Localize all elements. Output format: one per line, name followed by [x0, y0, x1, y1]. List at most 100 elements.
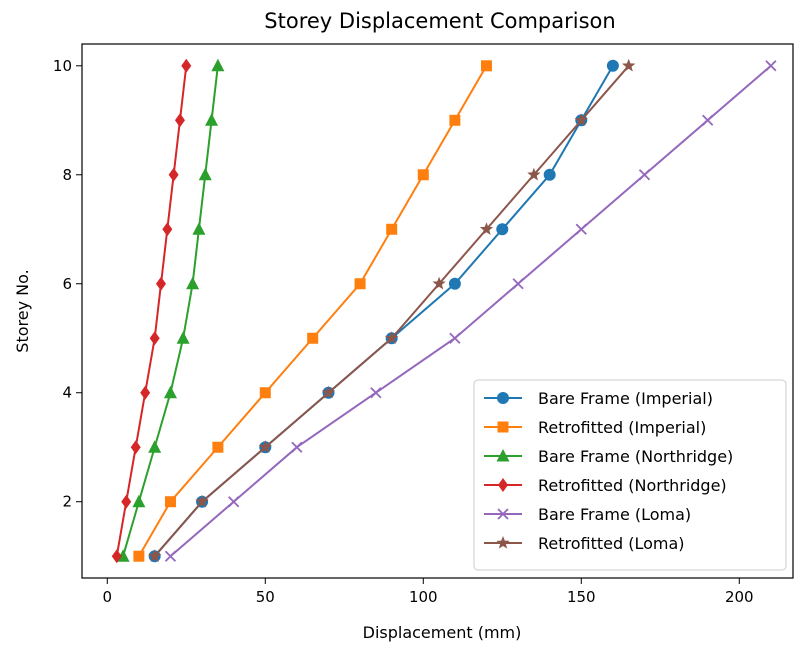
data-point [162, 222, 173, 237]
legend-item: Retrofitted (Northridge) [484, 476, 727, 495]
x-tick-label: 150 [567, 588, 596, 606]
legend-item: Retrofitted (Loma) [484, 534, 685, 553]
data-point [321, 385, 336, 399]
data-point [258, 440, 272, 453]
legend-label: Retrofitted (Loma) [538, 534, 685, 553]
data-point [198, 167, 212, 181]
data-point [638, 169, 651, 181]
series-retrofitted-northridge [111, 58, 192, 564]
data-point [174, 113, 185, 128]
data-point [212, 441, 224, 453]
y-tick-label: 6 [62, 275, 72, 293]
series-retrofitted-imperial [133, 60, 492, 562]
data-point [148, 549, 162, 562]
y-tick-label: 8 [62, 166, 72, 184]
data-point [140, 385, 151, 400]
legend: Bare Frame (Imperial) Retrofitted (Imperi… [473, 379, 787, 571]
data-point [168, 167, 179, 182]
y-axis: 2 4 6 8 10 [53, 57, 82, 511]
data-point [164, 496, 176, 508]
data-point [354, 278, 366, 290]
legend-marker [497, 392, 509, 404]
series-line [153, 65, 630, 557]
data-point [449, 332, 461, 344]
legend-marker [496, 536, 510, 549]
legend-marker [497, 508, 509, 520]
data-point [480, 60, 492, 72]
data-point [181, 58, 192, 73]
series-bare-frame-northridge [116, 58, 225, 562]
data-point [164, 550, 177, 562]
y-tick-label: 10 [53, 57, 72, 75]
legend-label: Bare Frame (Imperial) [538, 389, 713, 408]
legend-marker [497, 421, 509, 433]
legend-box [473, 379, 787, 571]
data-point [702, 114, 714, 126]
data-point [156, 276, 166, 291]
data-point [307, 332, 319, 344]
data-point [543, 168, 556, 181]
legend-label: Bare Frame (Northridge) [538, 447, 733, 466]
series-line [122, 65, 219, 557]
data-point [432, 276, 446, 290]
plot-frame [81, 43, 794, 579]
data-point [205, 113, 219, 126]
data-point [574, 113, 588, 126]
data-point [448, 277, 461, 290]
data-point [133, 550, 145, 562]
x-tick-label: 50 [256, 588, 275, 606]
series-line [169, 65, 772, 557]
data-point [765, 60, 777, 72]
legend-item: Bare Frame (Imperial) [484, 389, 713, 408]
data-point [163, 385, 177, 399]
data-point [622, 58, 636, 72]
series-line [138, 65, 488, 557]
legend-item: Bare Frame (Loma) [484, 505, 691, 524]
data-point [132, 494, 146, 508]
data-point [291, 441, 303, 453]
chart-title: Storey Displacement Comparison [264, 9, 615, 33]
data-point [575, 223, 587, 235]
legend-marker [496, 449, 510, 462]
data-point [479, 222, 494, 235]
legend-label: Retrofitted (Northridge) [538, 476, 727, 495]
y-tick-label: 2 [62, 493, 72, 511]
data-point [176, 331, 190, 344]
legend-label: Retrofitted (Imperial) [538, 418, 706, 437]
series-line [115, 65, 188, 557]
data-point [385, 331, 399, 344]
data-point [386, 223, 398, 235]
x-tick-label: 0 [103, 588, 113, 606]
y-axis-label: Storey No. [13, 269, 32, 352]
data-point [496, 223, 509, 236]
data-point [148, 440, 162, 453]
data-point [228, 496, 240, 508]
x-tick-label: 200 [725, 588, 754, 606]
data-point [449, 114, 461, 126]
data-point [417, 169, 429, 181]
data-point [149, 331, 160, 346]
data-point [111, 549, 122, 564]
y-tick-label: 4 [62, 384, 72, 402]
legend-item: Bare Frame (Northridge) [484, 447, 733, 466]
series-retrofitted-loma [148, 58, 636, 562]
x-axis-label: Displacement (mm) [363, 623, 522, 642]
legend-label: Bare Frame (Loma) [538, 505, 691, 524]
data-point [259, 387, 271, 399]
data-point [195, 494, 209, 508]
data-point [370, 387, 382, 399]
data-point [186, 276, 200, 290]
legend-marker [498, 478, 508, 492]
x-axis: 0 50 100 150 200 [103, 578, 754, 606]
data-point [211, 58, 225, 72]
series-bare-frame-loma [164, 60, 777, 562]
data-point [192, 222, 206, 235]
series-layer [111, 58, 777, 564]
legend-item: Retrofitted (Imperial) [484, 418, 706, 437]
data-point [527, 167, 541, 181]
data-point [130, 440, 141, 455]
x-tick-label: 100 [409, 588, 438, 606]
data-point [512, 278, 524, 290]
